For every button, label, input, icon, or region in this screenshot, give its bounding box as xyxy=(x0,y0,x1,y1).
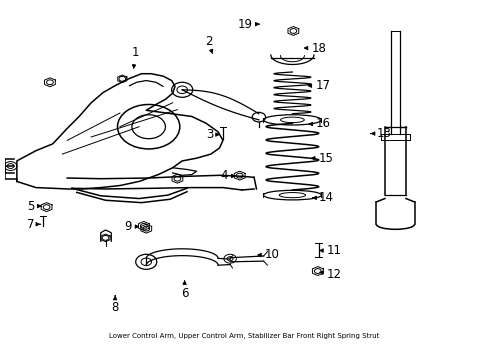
Text: 3: 3 xyxy=(205,128,219,141)
Text: 19: 19 xyxy=(238,18,259,31)
Text: 10: 10 xyxy=(258,248,280,261)
Text: 7: 7 xyxy=(27,218,40,231)
Text: 15: 15 xyxy=(311,152,333,165)
Text: 14: 14 xyxy=(312,192,333,204)
Text: Lower Control Arm, Upper Control Arm, Stabilizer Bar Front Right Spring Strut: Lower Control Arm, Upper Control Arm, St… xyxy=(109,333,379,339)
Text: 18: 18 xyxy=(304,41,326,55)
Text: 12: 12 xyxy=(319,268,341,281)
Text: 9: 9 xyxy=(124,220,138,233)
Text: 16: 16 xyxy=(308,117,330,130)
Text: 11: 11 xyxy=(319,244,341,257)
Text: 1: 1 xyxy=(131,46,139,68)
Text: 4: 4 xyxy=(220,170,234,183)
Text: 2: 2 xyxy=(204,35,212,54)
Text: 13: 13 xyxy=(370,127,390,140)
Text: 6: 6 xyxy=(181,281,188,301)
Text: 17: 17 xyxy=(307,79,330,92)
Text: 5: 5 xyxy=(27,199,41,212)
Text: 8: 8 xyxy=(111,296,119,314)
